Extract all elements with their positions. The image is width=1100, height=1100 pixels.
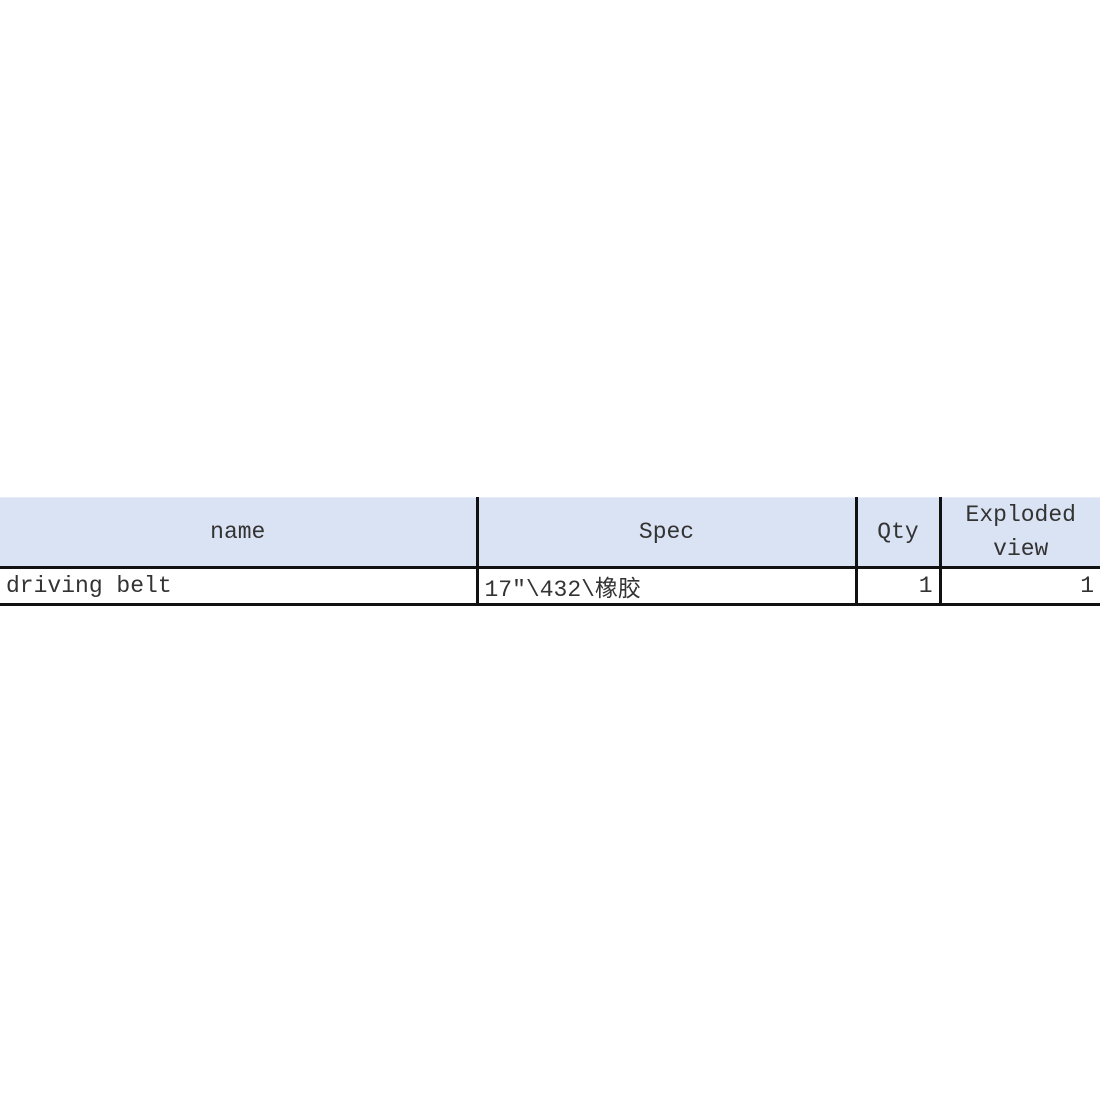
cell-spec[interactable]: 17″\432\橡胶 xyxy=(477,567,858,606)
cell-qty[interactable]: 1 xyxy=(856,567,942,606)
header-exploded-view[interactable]: Exploded view xyxy=(940,497,1100,569)
cell-name[interactable]: driving belt xyxy=(0,567,479,606)
table-row: driving belt 17″\432\橡胶 1 1 xyxy=(0,567,1100,606)
header-row: name Spec Qty Exploded view xyxy=(0,497,1100,569)
header-name[interactable]: name xyxy=(0,497,479,569)
cell-exploded-view[interactable]: 1 xyxy=(940,567,1100,606)
parts-table: name Spec Qty Exploded view driving belt… xyxy=(0,497,1100,606)
header-qty[interactable]: Qty xyxy=(856,497,942,569)
header-spec[interactable]: Spec xyxy=(477,497,858,569)
